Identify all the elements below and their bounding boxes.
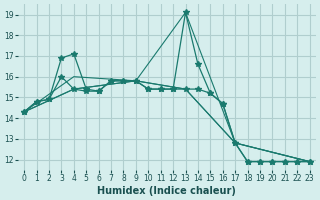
- X-axis label: Humidex (Indice chaleur): Humidex (Indice chaleur): [98, 186, 236, 196]
